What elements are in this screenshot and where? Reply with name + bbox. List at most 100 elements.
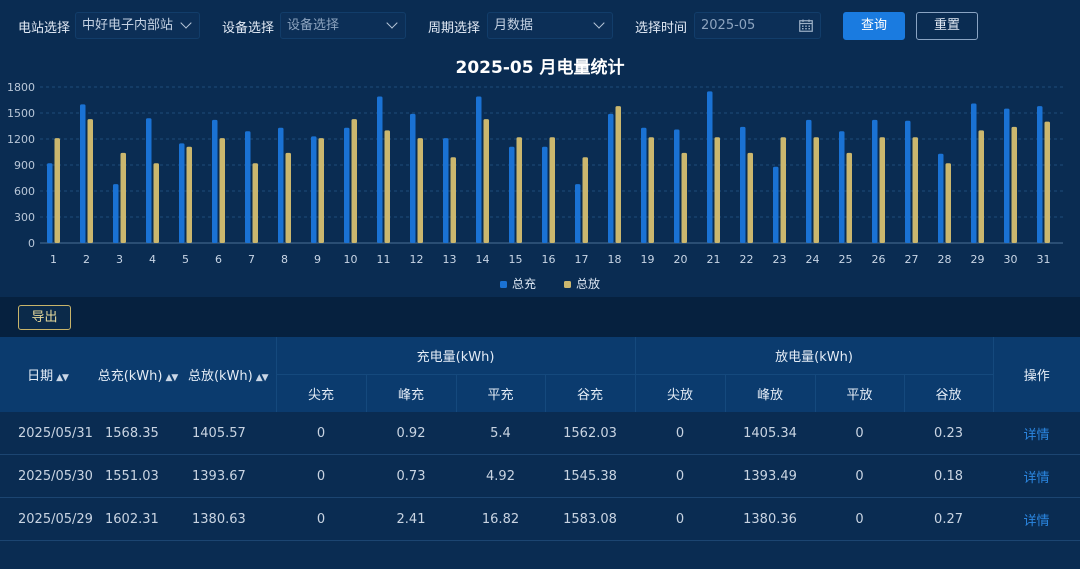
cell-value: 0 xyxy=(815,497,905,541)
header-sub: 平充 xyxy=(455,374,545,412)
bar-discharge xyxy=(186,146,192,243)
bar-charge xyxy=(806,119,812,243)
x-tick-label: 15 xyxy=(509,253,523,266)
detail-link[interactable]: 详情 xyxy=(1023,470,1050,486)
bar-discharge xyxy=(516,137,522,243)
month-picker[interactable]: 2025-05 xyxy=(694,12,821,39)
bar-charge xyxy=(971,103,977,243)
bar-charge xyxy=(641,127,647,243)
cell-value: 5.4 xyxy=(456,412,545,455)
x-tick-label: 17 xyxy=(575,253,589,266)
bar-charge xyxy=(608,113,614,243)
device-placeholder: 设备选择 xyxy=(287,18,340,33)
header-discharge-group: 放电量(kWh) xyxy=(634,337,994,375)
cell-value: 16.82 xyxy=(456,497,545,541)
reset-button[interactable]: 重置 xyxy=(916,12,978,40)
x-tick-label: 11 xyxy=(377,253,391,266)
x-tick-label: 24 xyxy=(806,253,820,266)
bar-discharge xyxy=(219,138,225,243)
cell-total-charge: 1551.03 xyxy=(95,454,180,498)
cell-value: 1583.08 xyxy=(545,497,636,541)
cell-value: 2.41 xyxy=(366,497,456,541)
cell-value: 0.27 xyxy=(904,497,994,541)
filter-bar: 电站选择 中好电子内部站 设备选择 设备选择 周期选择 月数据 选择时间 202… xyxy=(0,0,1080,52)
y-tick-label: 300 xyxy=(14,211,35,224)
bar-charge xyxy=(773,166,779,243)
bar-discharge xyxy=(945,163,951,243)
bar-charge xyxy=(674,129,680,243)
bar-charge xyxy=(476,96,482,244)
cell-value: 1545.38 xyxy=(545,454,636,498)
sort-icon[interactable]: ▲▼ xyxy=(165,373,178,383)
cell-value: 1405.34 xyxy=(725,412,816,455)
cell-action: 详情 xyxy=(993,454,1080,498)
bar-charge xyxy=(872,119,878,243)
sort-icon[interactable]: ▲▼ xyxy=(56,373,69,383)
bar-discharge xyxy=(285,152,291,243)
y-tick-label: 1500 xyxy=(7,107,35,120)
cell-total-charge: 1602.31 xyxy=(95,497,180,541)
header-total-discharge[interactable]: 总放(kWh) ▲▼ xyxy=(180,337,276,412)
cell-value: 0 xyxy=(815,412,905,455)
month-value: 2025-05 xyxy=(701,18,756,33)
sort-icon[interactable]: ▲▼ xyxy=(255,373,269,383)
x-tick-label: 3 xyxy=(116,253,123,266)
x-tick-label: 26 xyxy=(872,253,886,266)
cell-value: 0 xyxy=(276,412,366,455)
chevron-down-icon xyxy=(593,17,605,29)
cell-value: 0.73 xyxy=(366,454,456,498)
x-tick-label: 4 xyxy=(149,253,156,266)
station-label: 电站选择 xyxy=(18,21,71,36)
cell-value: 1393.49 xyxy=(725,454,816,498)
bar-charge xyxy=(245,131,251,243)
bar-discharge xyxy=(681,152,687,243)
toolbar-strip xyxy=(0,297,1080,337)
cell-total-discharge: 1405.57 xyxy=(180,412,276,455)
x-tick-label: 16 xyxy=(542,253,556,266)
bar-charge xyxy=(1037,106,1043,243)
header-sub: 尖放 xyxy=(634,374,726,412)
period-select[interactable]: 月数据 xyxy=(487,12,613,39)
cell-value: 1562.03 xyxy=(545,412,636,455)
bar-charge xyxy=(146,118,152,243)
cell-value: 1380.36 xyxy=(725,497,816,541)
header-total-charge[interactable]: 总充(kWh) ▲▼ xyxy=(95,337,180,412)
cell-date: 2025/05/30 xyxy=(0,454,95,498)
device-select[interactable]: 设备选择 xyxy=(280,12,406,39)
bar-discharge xyxy=(978,130,984,243)
chevron-down-icon xyxy=(386,17,398,29)
bar-discharge xyxy=(615,106,621,243)
header-sub: 尖充 xyxy=(275,374,366,412)
header-charge-group: 充电量(kWh) xyxy=(275,337,636,375)
detail-link[interactable]: 详情 xyxy=(1023,513,1050,529)
y-tick-label: 0 xyxy=(28,237,35,250)
bar-charge xyxy=(542,146,548,243)
cell-value: 0 xyxy=(635,497,726,541)
bar-charge xyxy=(179,143,185,243)
bar-charge xyxy=(311,136,317,243)
x-tick-label: 19 xyxy=(641,253,655,266)
bar-charge xyxy=(47,163,53,243)
bar-discharge xyxy=(912,137,918,243)
bar-discharge xyxy=(252,163,258,243)
export-button[interactable]: 导出 xyxy=(18,305,71,330)
bar-charge xyxy=(740,126,746,243)
legend-swatch-charge xyxy=(500,281,507,288)
bar-discharge xyxy=(54,138,60,243)
station-value: 中好电子内部站 xyxy=(82,18,174,33)
query-button[interactable]: 查询 xyxy=(843,12,905,40)
header-sub: 平放 xyxy=(814,374,905,412)
table-row: 2025/05/29 1602.31 1380.63 0 2.41 16.82 … xyxy=(0,497,1080,541)
bar-discharge xyxy=(747,152,753,243)
bar-charge xyxy=(905,120,911,243)
header-sub: 峰充 xyxy=(365,374,456,412)
cell-value: 0.18 xyxy=(904,454,994,498)
detail-link[interactable]: 详情 xyxy=(1023,427,1050,443)
header-date[interactable]: 日期 ▲▼ xyxy=(0,337,95,412)
y-tick-label: 600 xyxy=(14,185,35,198)
cell-total-discharge: 1393.67 xyxy=(180,454,276,498)
cell-total-discharge: 1380.63 xyxy=(180,497,276,541)
station-select[interactable]: 中好电子内部站 xyxy=(75,12,200,39)
bar-discharge xyxy=(450,157,456,243)
